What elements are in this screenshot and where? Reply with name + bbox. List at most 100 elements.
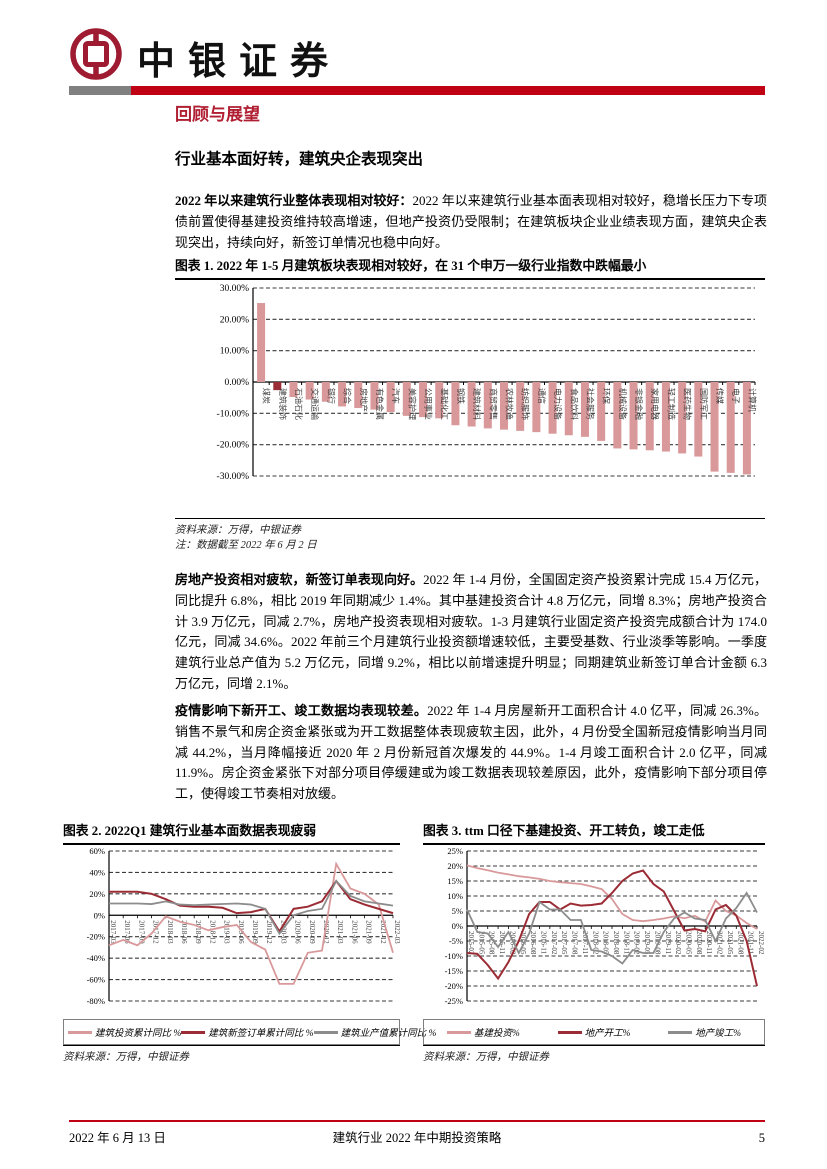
bar-电子 bbox=[726, 382, 735, 473]
x-category-label: 石油石化 bbox=[294, 388, 304, 420]
x-category-label: 2020-09 bbox=[308, 920, 316, 944]
figure-3-footnote: 资料来源：万得，中银证券 bbox=[423, 1045, 765, 1065]
x-category-label: 2021-12 bbox=[379, 920, 387, 944]
paragraph-3: 疫情影响下新开工、竣工数据均表现较差。2022 年 1-4 月房屋新开工面积合计… bbox=[175, 701, 767, 805]
series-建筑业产值累计同比 % bbox=[109, 879, 394, 936]
figure-3-line-chart: 25% 20% 15% 10% 5% 0% -5% -10% -15% -20% -25% 2015-… bbox=[445, 846, 765, 1006]
x-category-label: 社会服务 bbox=[585, 388, 595, 420]
series-swatch bbox=[557, 1030, 582, 1034]
footer-divider bbox=[69, 1120, 765, 1122]
bar-社会服务 bbox=[580, 382, 589, 437]
x-category-label: 2020-11 bbox=[705, 931, 713, 955]
series-建筑投资累计同比 % bbox=[108, 861, 394, 985]
legend-item: 地产开工% bbox=[557, 1025, 630, 1039]
legend-item: 建筑业产值累计同比 % bbox=[313, 1025, 437, 1039]
x-category-label: 2021-06 bbox=[350, 920, 358, 944]
x-category-label: 2017-06 bbox=[123, 920, 131, 944]
figure-1-footnote: 资料来源：万得，中银证券 注：数据截至 2022 年 6 月 2 日 bbox=[175, 518, 765, 553]
x-category-label: 2022-03 bbox=[393, 920, 400, 944]
x-category-label: 家用电器 bbox=[650, 388, 660, 420]
y-tick-label: 0% bbox=[452, 921, 463, 931]
y-tick-label: 20.00% bbox=[220, 315, 249, 325]
x-category-label: 2018-03 bbox=[166, 920, 174, 944]
x-category-label: 2018-06 bbox=[180, 920, 188, 944]
x-category-label: 银行 bbox=[326, 388, 336, 404]
legend-label: 建筑业产值累计同比 % bbox=[340, 1029, 437, 1039]
bar-房地产 bbox=[354, 382, 363, 409]
x-category-label: 房地产 bbox=[359, 388, 369, 412]
section-kicker: 回顾与展望 bbox=[175, 105, 260, 124]
x-category-label: 电子 bbox=[731, 388, 741, 404]
x-category-label: 2016-02 bbox=[508, 931, 516, 955]
x-category-label: 医药生物 bbox=[683, 388, 693, 420]
x-category-label: 2019-03 bbox=[223, 920, 231, 944]
x-category-label: 2018-05 bbox=[602, 931, 610, 955]
figure-3-title: 图表 3. ttm 口径下基建投资、开工转负，竣工走低 bbox=[423, 820, 765, 845]
x-category-label: 2019-11 bbox=[664, 931, 672, 955]
bar-公用事业 bbox=[419, 382, 428, 418]
paragraph-1-body: 2022 年以来建筑行业基本面表现相对较好，稳增长压力下专项债前置使得基建投资维… bbox=[175, 193, 767, 250]
bar-汽车 bbox=[386, 382, 395, 413]
x-category-label: 2017-09 bbox=[137, 920, 145, 944]
x-category-label: 煤炭 bbox=[262, 388, 272, 404]
x-category-label: 通信 bbox=[537, 388, 547, 404]
bar-非银金融 bbox=[629, 382, 638, 450]
bar-石油石化 bbox=[289, 382, 298, 398]
bar-传媒 bbox=[710, 382, 719, 472]
x-category-label: 2017-11 bbox=[581, 931, 589, 955]
y-tick-label: 60% bbox=[89, 846, 105, 856]
bar-环保 bbox=[597, 382, 606, 441]
x-category-label: 2017-05 bbox=[560, 931, 568, 955]
bar-建筑装饰 bbox=[273, 382, 282, 391]
x-category-label: 机械设备 bbox=[618, 388, 628, 420]
y-tick-label: -20% bbox=[445, 981, 463, 991]
series-建筑新签订单累计同比 % bbox=[109, 879, 394, 934]
figure-3-source: 资料来源：万得，中银证券 bbox=[423, 1052, 549, 1063]
legend-item: 基建投资% bbox=[446, 1025, 520, 1039]
header-divider-gray-segment bbox=[69, 86, 131, 95]
bar-计算机 bbox=[742, 382, 751, 475]
x-category-label: 2020-06 bbox=[294, 920, 302, 944]
x-category-label: 非银金融 bbox=[634, 388, 644, 420]
paragraph-2-body: 2022 年 1-4 月份，全国固定资产投资累计完成 15.4 万亿元，同比提升… bbox=[175, 572, 767, 691]
x-category-label: 2015-08 bbox=[488, 931, 496, 955]
series-swatch bbox=[68, 1030, 92, 1034]
footer: 2022 年 6 月 13 日 建筑行业 2022 年中期投资策略 5 bbox=[69, 1127, 765, 1146]
x-category-label: 2018-09 bbox=[194, 920, 202, 944]
paragraph-2-lead: 房地产投资相对疲软，新签订单表现向好。 bbox=[175, 572, 424, 587]
series-地产竣工% bbox=[466, 891, 758, 965]
series-swatch bbox=[446, 1030, 471, 1034]
bar-银行 bbox=[321, 382, 330, 402]
footer-doc-title: 建筑行业 2022 年中期投资策略 bbox=[332, 1131, 502, 1145]
series-swatch bbox=[313, 1030, 338, 1034]
figure-1: 图表 1. 2022 年 1-5 月建筑板块表现相对较好，在 31 个申万一级行… bbox=[175, 255, 765, 553]
figure-2: 图表 2. 2022Q1 建筑行业基本面数据表现疲弱 60% 40% 20% 0% -2… bbox=[63, 820, 436, 1065]
x-category-label: 2017-08 bbox=[571, 931, 579, 955]
bar-美容护理 bbox=[402, 382, 411, 416]
x-category-label: 交通运输 bbox=[310, 388, 320, 420]
bar-煤炭 bbox=[257, 303, 266, 382]
bar-商贸零售 bbox=[483, 382, 492, 429]
x-category-label: 2020-12 bbox=[322, 920, 330, 944]
x-category-label: 2018-12 bbox=[208, 920, 216, 944]
bar-钢铁 bbox=[451, 382, 460, 426]
paragraph-3-lead: 疫情影响下新开工、竣工数据均表现较差。 bbox=[175, 703, 428, 718]
x-category-label: 2016-11 bbox=[540, 931, 548, 955]
figure-2-legend: 建筑投资累计同比 % 建筑新签订单累计同比 % 建筑业产值累计同比 % bbox=[63, 1019, 436, 1045]
bar-电力设备 bbox=[548, 382, 557, 434]
bar-通信 bbox=[532, 382, 541, 433]
y-tick-label: -60% bbox=[87, 975, 105, 985]
y-tick-label: 0% bbox=[94, 910, 105, 920]
y-tick-label: 0.00% bbox=[224, 378, 249, 388]
y-tick-label: 40% bbox=[89, 867, 105, 877]
bar-综合 bbox=[338, 382, 347, 407]
x-category-label: 2019-05 bbox=[643, 931, 651, 955]
paragraph-2: 房地产投资相对疲软，新签订单表现向好。2022 年 1-4 月份，全国固定资产投… bbox=[175, 570, 767, 695]
header-divider bbox=[69, 86, 765, 95]
y-tick-label: -20.00% bbox=[217, 441, 250, 451]
figure-1-note: 注：数据截至 2022 年 6 月 2 日 bbox=[175, 540, 317, 551]
x-category-label: 2020-05 bbox=[685, 931, 693, 955]
y-tick-label: -5% bbox=[449, 936, 463, 946]
bar-基础化工 bbox=[435, 382, 444, 419]
